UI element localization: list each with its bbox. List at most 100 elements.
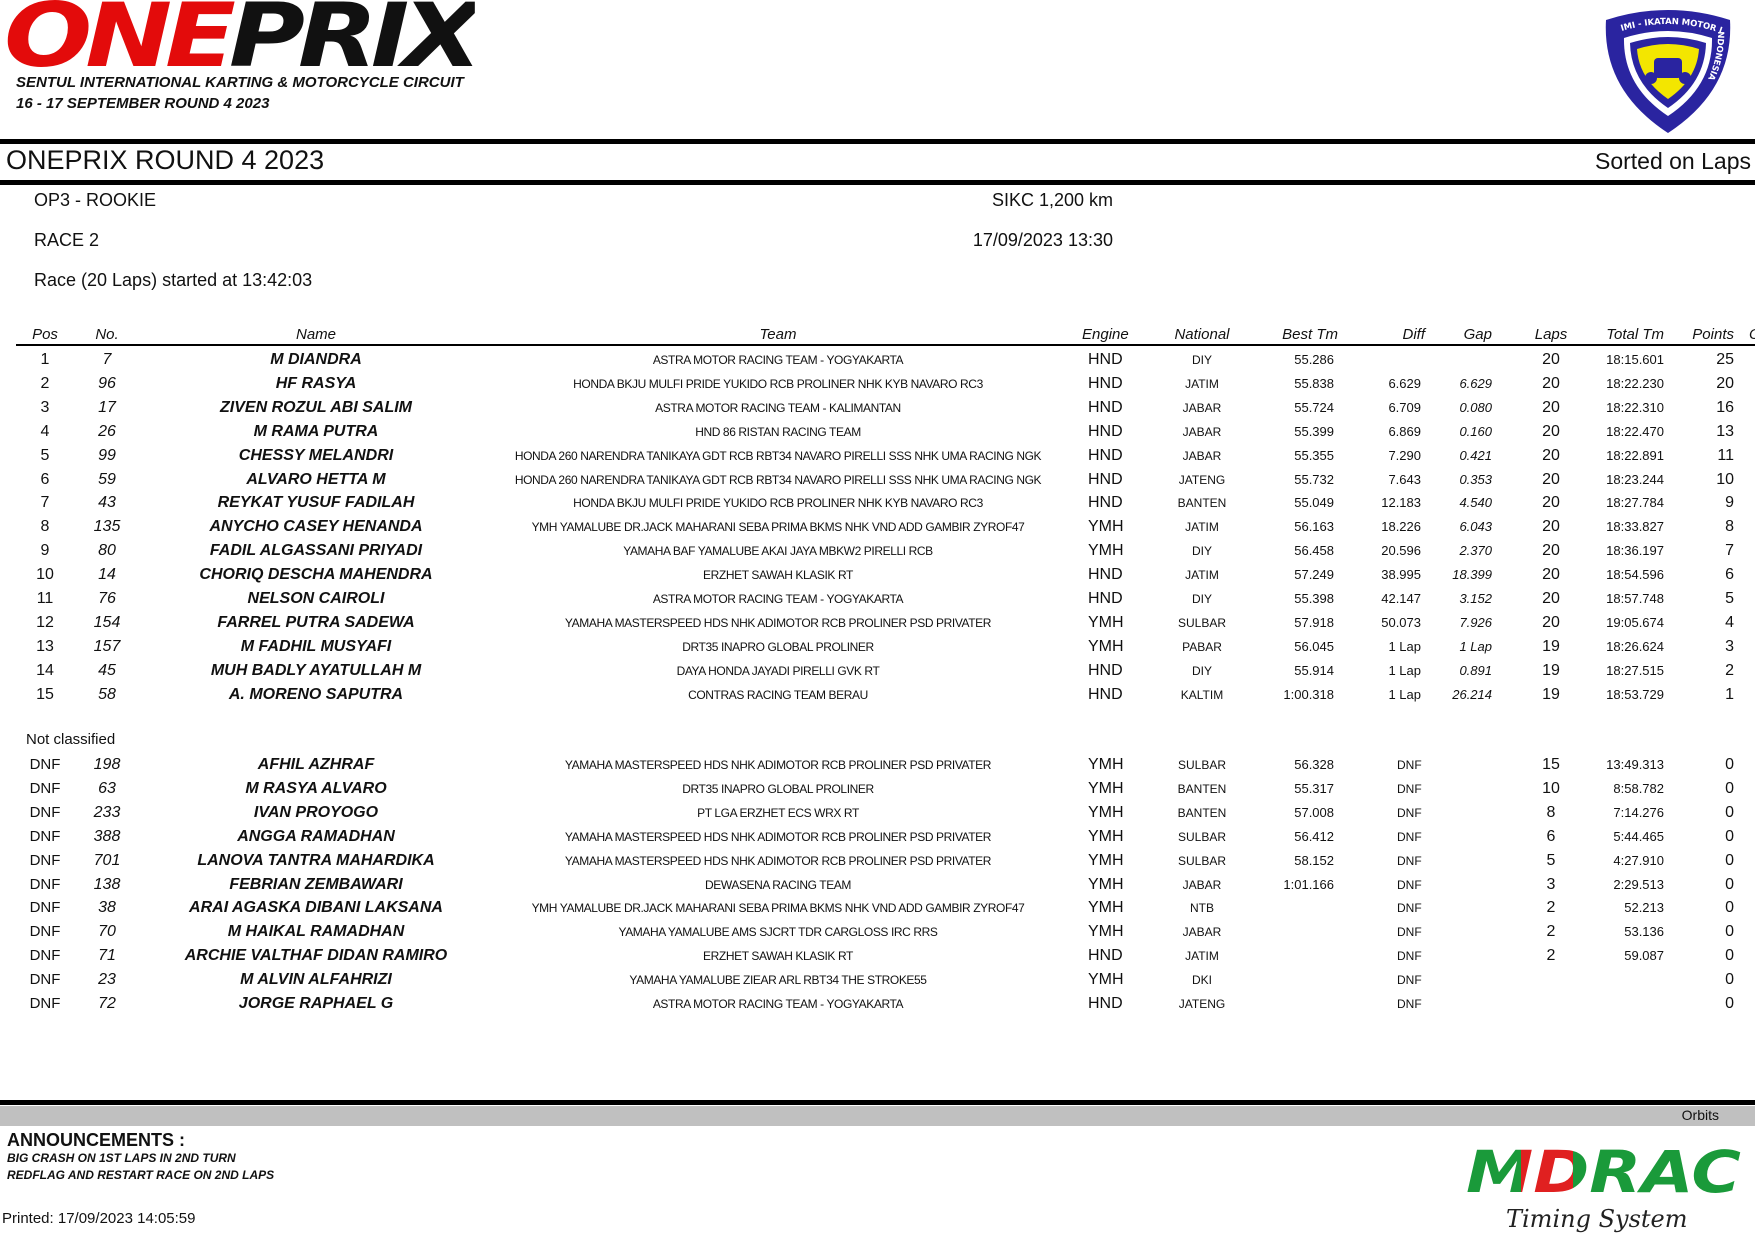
cell-no: 388 <box>93 827 121 845</box>
cell-engine: YMH <box>1088 827 1124 845</box>
cell-gap: 0.421 <box>1459 447 1492 463</box>
cell-national: DIY <box>1191 544 1212 559</box>
not-classified-label: Not classified <box>26 731 116 748</box>
cell-national: JABAR <box>1182 424 1222 439</box>
table-row: 3 17 ZIVEN ROZUL ABI SALIM ASTRA MOTOR RACI… <box>0 396 1755 420</box>
cell-laps: 20 <box>1542 374 1560 392</box>
table-row: 1 7 M DIANDRA ASTRA MOTOR RACING TEAM - YOG… <box>0 348 1755 372</box>
cell-national: DIY <box>1191 663 1212 678</box>
logo-one: ONE <box>4 0 236 72</box>
cell-name: ARAI AGASKA DIBANI LAKSANA <box>189 899 443 917</box>
cell-laps: 19 <box>1542 661 1560 679</box>
cell-laps: 20 <box>1542 542 1560 560</box>
cell-points: 0 <box>1725 803 1734 821</box>
cell-pos: DNF <box>29 827 61 845</box>
table-row: DNF 63 M RASYA ALVARO DRT35 INAPRO GLOBAL P… <box>0 777 1755 801</box>
printed-timestamp: Printed: 17/09/2023 14:05:59 <box>2 1210 196 1227</box>
cell-points: 6 <box>1725 566 1734 584</box>
cell-gap: 0.160 <box>1459 423 1492 439</box>
cell-engine: YMH <box>1088 875 1124 893</box>
col-diff: Diff <box>1402 326 1426 343</box>
cell-name: ALVARO HETTA M <box>246 470 386 488</box>
cell-diff: 20.596 <box>1381 543 1421 559</box>
cell-total: 18:57.748 <box>1606 591 1664 606</box>
cell-national: PABAR <box>1182 639 1222 654</box>
cell-best: 1:01.166 <box>1283 876 1334 892</box>
cell-best: 55.049 <box>1294 495 1334 511</box>
cell-pos: 7 <box>40 494 50 512</box>
oneprix-logo: ONEPRIX <box>4 0 475 72</box>
cell-gap: 7.926 <box>1459 614 1492 630</box>
cell-team: DEWASENA RACING TEAM <box>704 877 852 892</box>
announcement-line: REDFLAG AND RESTART RACE ON 2ND LAPS <box>7 1168 275 1182</box>
cell-name: HF RASYA <box>275 374 357 392</box>
cell-engine: YMH <box>1088 542 1124 560</box>
cell-total: 18:27.515 <box>1606 662 1664 678</box>
mdrac-logo-text: MDRAC <box>1466 1138 1741 1206</box>
cell-pos: 10 <box>36 566 54 584</box>
cell-total: 18:54.596 <box>1606 567 1664 583</box>
cell-pos: 1 <box>40 351 50 368</box>
cell-name: NELSON CAIROLI <box>247 590 385 607</box>
cell-pos: 15 <box>36 685 54 703</box>
col-pos: Pos <box>32 326 58 343</box>
cell-national: JABAR <box>1182 400 1222 415</box>
cell-pos: 6 <box>40 470 50 488</box>
cell-diff: DNF <box>1397 877 1422 892</box>
cell-name: JORGE RAPHAEL G <box>238 995 394 1012</box>
cell-team: YMH YAMALUBE DR.JACK MAHARANI SEBA PRIMA… <box>531 520 1025 535</box>
cell-total: 18:33.827 <box>1606 519 1664 535</box>
cell-total: 52.213 <box>1624 900 1664 916</box>
cell-points: 0 <box>1725 971 1734 989</box>
cell-total: 18:15.601 <box>1606 352 1664 367</box>
cell-diff: 12.183 <box>1381 495 1421 511</box>
cell-team: YAMAHA MASTERSPEED HDS NHK ADIMOTOR RCB … <box>564 829 992 844</box>
announcements-title: ANNOUNCEMENTS : <box>7 1130 185 1150</box>
cell-engine: HND <box>1088 351 1123 368</box>
cell-team: ASTRA MOTOR RACING TEAM - KALIMANTAN <box>655 400 901 415</box>
cell-total: 8:58.782 <box>1613 780 1664 796</box>
cell-points: 8 <box>1725 518 1734 536</box>
table-row: DNF 233 IVAN PROYOGO PT LGA ERZHET ECS WRX … <box>0 801 1755 825</box>
col-laps: Laps <box>1534 326 1568 343</box>
cell-no: 138 <box>93 875 121 893</box>
cell-diff: 42.147 <box>1381 591 1421 606</box>
cell-diff: 7.643 <box>1388 471 1421 487</box>
cell-diff: 18.226 <box>1381 519 1421 535</box>
cell-laps: 20 <box>1542 494 1560 512</box>
cell-national: JATIM <box>1185 520 1219 535</box>
cell-best: 55.398 <box>1294 591 1334 606</box>
cell-team: ERZHET SAWAH KLASIK RT <box>703 949 853 964</box>
cell-gap: 0.353 <box>1459 471 1492 487</box>
cell-total: 18:23.244 <box>1606 471 1664 487</box>
col-national: National <box>1174 326 1230 343</box>
cell-gap: 4.540 <box>1459 495 1492 511</box>
cell-name: FADIL ALGASSANI PRIYADI <box>209 542 423 560</box>
cell-laps: 20 <box>1542 613 1560 631</box>
mdrac-tagline: Timing System <box>1506 1205 1688 1233</box>
table-row: DNF 138 FEBRIAN ZEMBAWARI DEWASENA RACING T… <box>0 873 1755 897</box>
cell-no: 80 <box>98 542 116 560</box>
cell-diff: DNF <box>1397 973 1422 988</box>
cell-engine: HND <box>1088 446 1123 464</box>
cell-gap: 1 Lap <box>1459 638 1492 654</box>
cell-total: 53.136 <box>1624 924 1664 940</box>
cell-engine: YMH <box>1088 613 1124 631</box>
cell-engine: HND <box>1088 995 1123 1012</box>
cell-name: ZIVEN ROZUL ABI SALIM <box>220 398 412 416</box>
cell-engine: HND <box>1088 947 1123 965</box>
cell-national: JATIM <box>1185 949 1219 964</box>
cell-pos: 11 <box>36 590 54 607</box>
cell-gap: 0.080 <box>1459 399 1492 415</box>
logo-prix: PRIX <box>228 0 476 72</box>
cell-points: 2 <box>1725 661 1734 679</box>
cell-gap: 6.629 <box>1459 375 1492 391</box>
cell-engine: YMH <box>1088 518 1124 536</box>
cell-best: 56.328 <box>1294 757 1334 772</box>
cell-best: 57.008 <box>1294 804 1334 820</box>
cell-name: ANGGA RAMADHAN <box>237 827 395 845</box>
cell-no: 26 <box>98 422 116 440</box>
cell-laps: 2 <box>1546 899 1556 917</box>
cell-national: SULBAR <box>1177 615 1227 630</box>
cell-best: 55.286 <box>1294 352 1334 367</box>
